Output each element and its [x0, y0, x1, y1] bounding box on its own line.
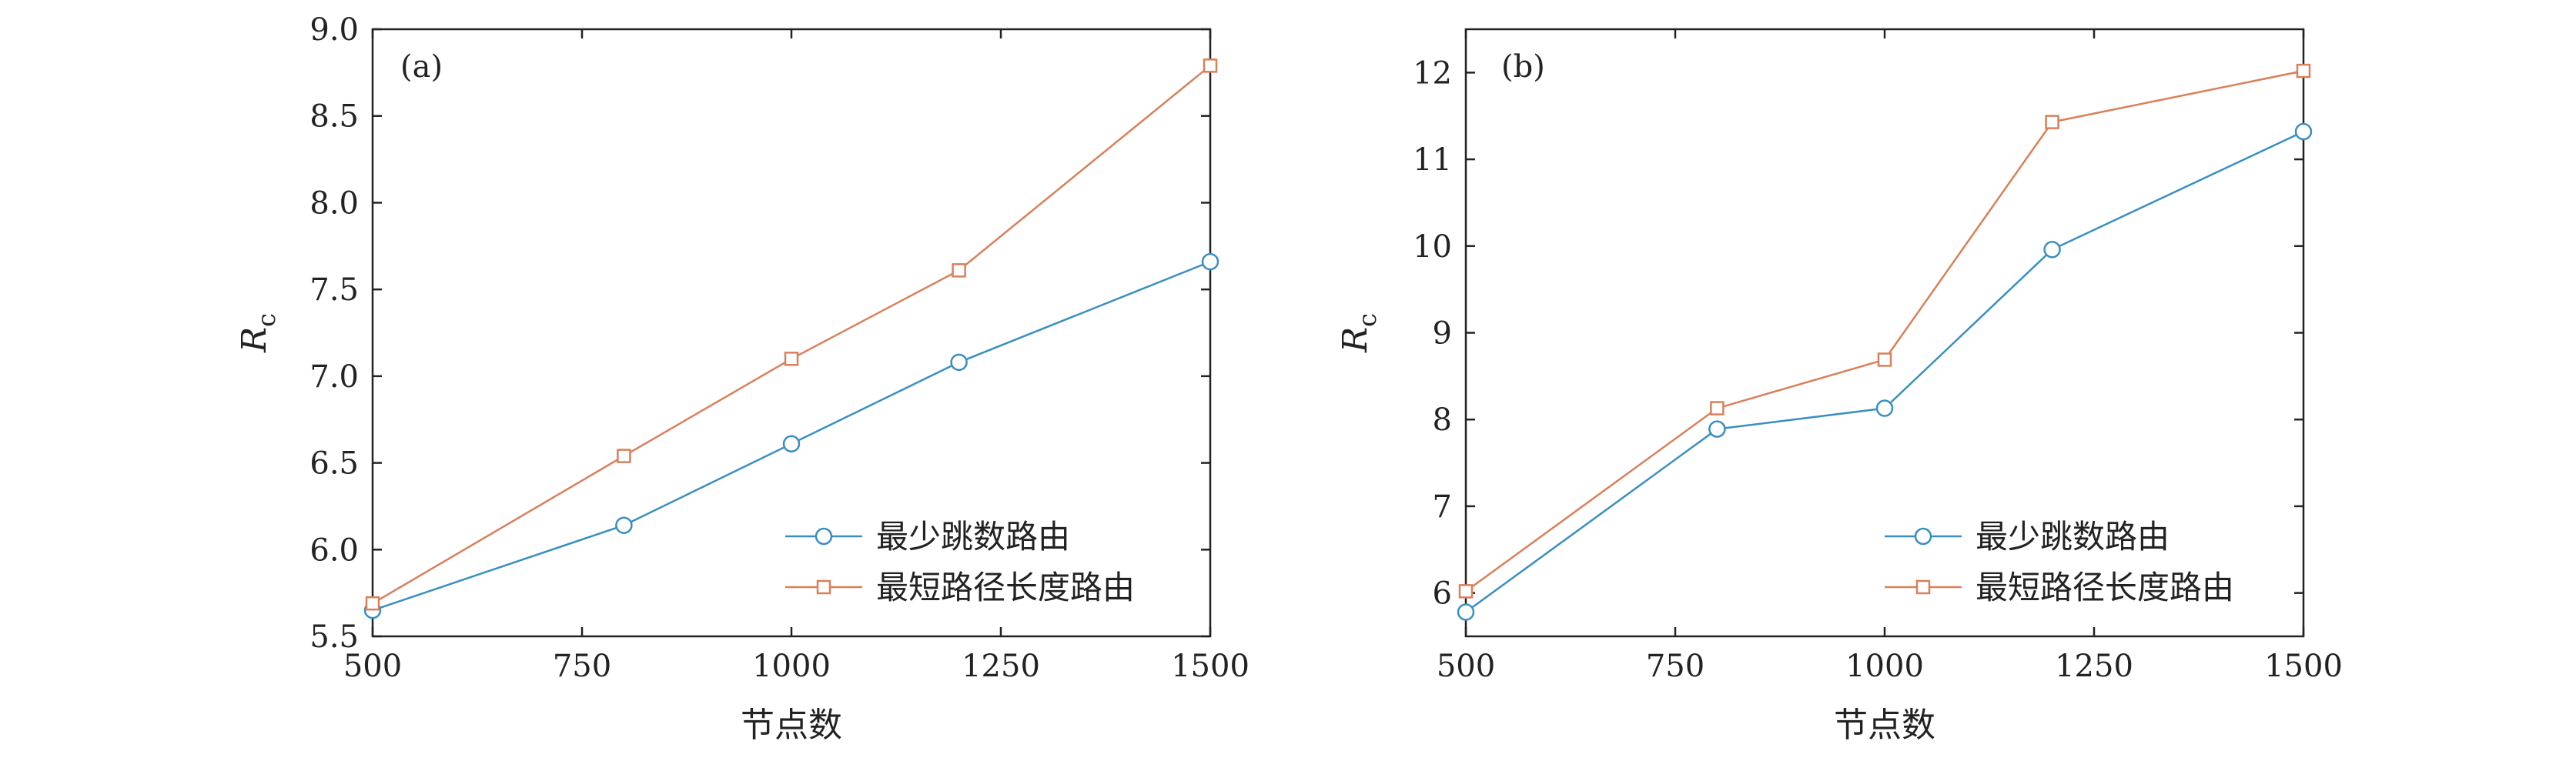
legend-entry: 最短路径长度路由 — [785, 569, 1135, 606]
series-line — [1465, 130, 2304, 613]
x-tick-label: 500 — [343, 649, 402, 684]
data-point — [950, 353, 968, 372]
series-line — [1465, 69, 2304, 592]
panel-label: (b) — [1501, 49, 1545, 85]
y-tick-label: 7 — [1433, 489, 1452, 525]
y-tick-label: 7.0 — [309, 359, 359, 395]
legend-marker — [1915, 579, 1931, 595]
x-tick-label: 1000 — [752, 649, 831, 684]
data-point — [1457, 603, 1475, 621]
plot-frame — [1464, 28, 2305, 638]
panel-label: (a) — [400, 49, 443, 85]
legend-label: 最少跳数路由 — [1975, 518, 2170, 556]
y-axis-label-main: R — [1336, 327, 1375, 353]
data-point — [615, 516, 633, 534]
y-tick-label: 6 — [1433, 576, 1452, 612]
x-tick-label: 1250 — [2055, 649, 2133, 684]
data-point — [617, 449, 631, 463]
plot-frame — [371, 28, 1212, 638]
y-tick-label: 7.5 — [309, 272, 359, 308]
series-2 — [1458, 63, 2311, 599]
legend-entry: 最少跳数路由 — [785, 518, 1070, 556]
y-tick-label: 11 — [1413, 142, 1452, 178]
data-point — [1458, 584, 1474, 599]
legend-label: 最短路径长度路由 — [876, 569, 1135, 606]
x-tick-label: 1250 — [962, 649, 1040, 684]
data-point — [2045, 115, 2059, 129]
data-point — [1201, 252, 1219, 271]
x-tick-label: 1000 — [1845, 649, 1924, 684]
y-tick-label: 8 — [1433, 402, 1452, 438]
data-point — [2294, 122, 2313, 141]
legend-marker — [816, 579, 831, 595]
series-line — [372, 65, 1211, 605]
data-point — [784, 352, 799, 366]
y-tick-label: 8.0 — [309, 185, 359, 221]
legend-label: 最短路径长度路由 — [1975, 569, 2234, 606]
data-point — [782, 435, 801, 453]
data-point — [1875, 399, 1894, 417]
data-point — [1203, 58, 1218, 73]
x-tick-label: 1500 — [1171, 649, 1250, 684]
y-axis-label-subscript: c — [252, 313, 281, 327]
x-tick-label: 500 — [1437, 649, 1495, 684]
series-2 — [365, 58, 1218, 611]
data-point — [2296, 63, 2311, 78]
data-point — [1877, 352, 1892, 367]
y-axis-label: Rc — [235, 313, 281, 353]
data-point — [952, 263, 966, 278]
x-tick-label: 1500 — [2264, 649, 2343, 684]
y-tick-label: 6.5 — [309, 446, 359, 482]
y-tick-label: 8.5 — [309, 99, 359, 135]
x-tick-label: 750 — [553, 649, 611, 684]
y-axis-label: Rc — [1336, 313, 1382, 353]
x-axis-label: 节点数 — [1834, 706, 1935, 745]
legend-entry: 最少跳数路由 — [1885, 518, 2170, 556]
x-axis-label: 节点数 — [741, 706, 842, 745]
legend-marker — [1914, 527, 1932, 546]
legend-label: 最少跳数路由 — [876, 518, 1070, 556]
y-tick-label: 5.5 — [309, 619, 359, 655]
y-tick-label: 9.0 — [309, 12, 359, 48]
x-tick-label: 750 — [1646, 649, 1705, 684]
legend-marker — [815, 527, 833, 546]
y-tick-label: 9 — [1433, 316, 1452, 352]
y-tick-label: 6.0 — [309, 532, 359, 568]
data-point — [1708, 420, 1726, 438]
chart-panel-2: 500 750 1000 1250 1500 6 7 8 9 10 11 12 (b) 节点数 Rc 最少跳数… — [1336, 28, 2343, 745]
data-point — [365, 596, 380, 611]
y-axis-label-subscript: c — [1353, 313, 1382, 327]
y-axis-label-main: R — [235, 327, 274, 353]
data-point — [2043, 241, 2061, 259]
y-tick-label: 10 — [1413, 229, 1452, 265]
chart-panel-1: 500 750 1000 1250 1500 5.5 6.0 6.5 7.0 7.5 8.0 8.5 9… — [235, 12, 1250, 745]
y-tick-label: 12 — [1413, 55, 1452, 91]
series-1 — [363, 252, 1219, 619]
data-point — [1710, 401, 1725, 416]
series-1 — [1457, 122, 2313, 621]
legend-entry: 最短路径长度路由 — [1885, 569, 2234, 606]
